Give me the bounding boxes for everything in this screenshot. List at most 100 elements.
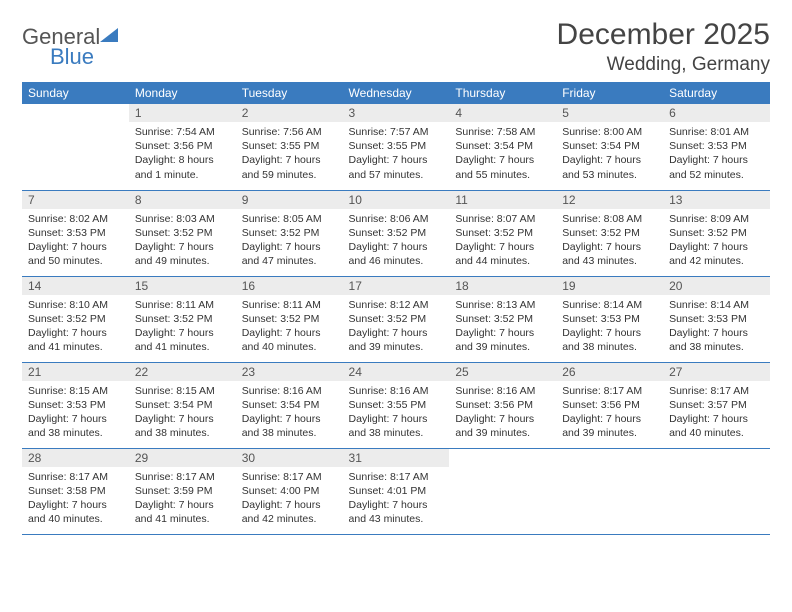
calendar-day-cell: 14Sunrise: 8:10 AMSunset: 3:52 PMDayligh… bbox=[22, 276, 129, 362]
day-details: Sunrise: 8:15 AMSunset: 3:54 PMDaylight:… bbox=[129, 381, 236, 445]
day-number: 3 bbox=[343, 104, 450, 122]
calendar-day-cell: 18Sunrise: 8:13 AMSunset: 3:52 PMDayligh… bbox=[449, 276, 556, 362]
calendar-day-cell: 8Sunrise: 8:03 AMSunset: 3:52 PMDaylight… bbox=[129, 190, 236, 276]
day-details: Sunrise: 8:11 AMSunset: 3:52 PMDaylight:… bbox=[129, 295, 236, 359]
day-number: 1 bbox=[129, 104, 236, 122]
day-number: 30 bbox=[236, 449, 343, 467]
day-number: 19 bbox=[556, 277, 663, 295]
calendar-day-cell: 1Sunrise: 7:54 AMSunset: 3:56 PMDaylight… bbox=[129, 104, 236, 190]
calendar-day-cell: 21Sunrise: 8:15 AMSunset: 3:53 PMDayligh… bbox=[22, 362, 129, 448]
day-number: 13 bbox=[663, 191, 770, 209]
calendar-day-cell bbox=[663, 448, 770, 534]
day-number: 25 bbox=[449, 363, 556, 381]
calendar-day-cell: 25Sunrise: 8:16 AMSunset: 3:56 PMDayligh… bbox=[449, 362, 556, 448]
day-number: 12 bbox=[556, 191, 663, 209]
weekday-header: Wednesday bbox=[343, 82, 450, 104]
day-details: Sunrise: 8:14 AMSunset: 3:53 PMDaylight:… bbox=[556, 295, 663, 359]
calendar-day-cell: 4Sunrise: 7:58 AMSunset: 3:54 PMDaylight… bbox=[449, 104, 556, 190]
day-details: Sunrise: 8:06 AMSunset: 3:52 PMDaylight:… bbox=[343, 209, 450, 273]
logo: General Blue bbox=[22, 18, 118, 70]
calendar-week-row: 14Sunrise: 8:10 AMSunset: 3:52 PMDayligh… bbox=[22, 276, 770, 362]
day-details: Sunrise: 8:11 AMSunset: 3:52 PMDaylight:… bbox=[236, 295, 343, 359]
day-details: Sunrise: 8:03 AMSunset: 3:52 PMDaylight:… bbox=[129, 209, 236, 273]
header: General Blue December 2025 Wedding, Germ… bbox=[22, 18, 770, 76]
calendar-day-cell: 10Sunrise: 8:06 AMSunset: 3:52 PMDayligh… bbox=[343, 190, 450, 276]
weekday-header: Thursday bbox=[449, 82, 556, 104]
calendar-day-cell bbox=[22, 104, 129, 190]
day-details: Sunrise: 7:56 AMSunset: 3:55 PMDaylight:… bbox=[236, 122, 343, 186]
calendar-table: SundayMondayTuesdayWednesdayThursdayFrid… bbox=[22, 82, 770, 535]
day-details: Sunrise: 8:08 AMSunset: 3:52 PMDaylight:… bbox=[556, 209, 663, 273]
day-number: 4 bbox=[449, 104, 556, 122]
day-number: 11 bbox=[449, 191, 556, 209]
day-number: 31 bbox=[343, 449, 450, 467]
day-number: 7 bbox=[22, 191, 129, 209]
calendar-week-row: 1Sunrise: 7:54 AMSunset: 3:56 PMDaylight… bbox=[22, 104, 770, 190]
title-block: December 2025 Wedding, Germany bbox=[557, 18, 770, 76]
calendar-day-cell bbox=[449, 448, 556, 534]
calendar-day-cell: 22Sunrise: 8:15 AMSunset: 3:54 PMDayligh… bbox=[129, 362, 236, 448]
day-details: Sunrise: 7:58 AMSunset: 3:54 PMDaylight:… bbox=[449, 122, 556, 186]
logo-word-blue: Blue bbox=[50, 44, 118, 70]
month-title: December 2025 bbox=[557, 18, 770, 52]
day-details: Sunrise: 8:02 AMSunset: 3:53 PMDaylight:… bbox=[22, 209, 129, 273]
day-details: Sunrise: 7:57 AMSunset: 3:55 PMDaylight:… bbox=[343, 122, 450, 186]
day-number: 15 bbox=[129, 277, 236, 295]
day-number: 9 bbox=[236, 191, 343, 209]
day-details: Sunrise: 8:17 AMSunset: 3:58 PMDaylight:… bbox=[22, 467, 129, 531]
calendar-day-cell: 27Sunrise: 8:17 AMSunset: 3:57 PMDayligh… bbox=[663, 362, 770, 448]
day-number: 23 bbox=[236, 363, 343, 381]
day-details: Sunrise: 8:01 AMSunset: 3:53 PMDaylight:… bbox=[663, 122, 770, 186]
calendar-day-cell: 6Sunrise: 8:01 AMSunset: 3:53 PMDaylight… bbox=[663, 104, 770, 190]
day-number: 26 bbox=[556, 363, 663, 381]
calendar-day-cell: 16Sunrise: 8:11 AMSunset: 3:52 PMDayligh… bbox=[236, 276, 343, 362]
day-details: Sunrise: 8:13 AMSunset: 3:52 PMDaylight:… bbox=[449, 295, 556, 359]
day-details: Sunrise: 8:10 AMSunset: 3:52 PMDaylight:… bbox=[22, 295, 129, 359]
calendar-day-cell: 7Sunrise: 8:02 AMSunset: 3:53 PMDaylight… bbox=[22, 190, 129, 276]
day-details: Sunrise: 8:17 AMSunset: 4:01 PMDaylight:… bbox=[343, 467, 450, 531]
calendar-day-cell: 19Sunrise: 8:14 AMSunset: 3:53 PMDayligh… bbox=[556, 276, 663, 362]
calendar-day-cell: 5Sunrise: 8:00 AMSunset: 3:54 PMDaylight… bbox=[556, 104, 663, 190]
calendar-day-cell: 12Sunrise: 8:08 AMSunset: 3:52 PMDayligh… bbox=[556, 190, 663, 276]
calendar-day-cell: 31Sunrise: 8:17 AMSunset: 4:01 PMDayligh… bbox=[343, 448, 450, 534]
calendar-day-cell: 11Sunrise: 8:07 AMSunset: 3:52 PMDayligh… bbox=[449, 190, 556, 276]
day-details: Sunrise: 8:17 AMSunset: 3:59 PMDaylight:… bbox=[129, 467, 236, 531]
weekday-header: Tuesday bbox=[236, 82, 343, 104]
day-number: 6 bbox=[663, 104, 770, 122]
calendar-day-cell: 29Sunrise: 8:17 AMSunset: 3:59 PMDayligh… bbox=[129, 448, 236, 534]
day-number: 20 bbox=[663, 277, 770, 295]
day-details: Sunrise: 7:54 AMSunset: 3:56 PMDaylight:… bbox=[129, 122, 236, 186]
day-number: 5 bbox=[556, 104, 663, 122]
calendar-week-row: 21Sunrise: 8:15 AMSunset: 3:53 PMDayligh… bbox=[22, 362, 770, 448]
day-details: Sunrise: 8:15 AMSunset: 3:53 PMDaylight:… bbox=[22, 381, 129, 445]
calendar-day-cell: 17Sunrise: 8:12 AMSunset: 3:52 PMDayligh… bbox=[343, 276, 450, 362]
day-number: 8 bbox=[129, 191, 236, 209]
day-number: 14 bbox=[22, 277, 129, 295]
calendar-day-cell: 23Sunrise: 8:16 AMSunset: 3:54 PMDayligh… bbox=[236, 362, 343, 448]
calendar-header-row: SundayMondayTuesdayWednesdayThursdayFrid… bbox=[22, 82, 770, 104]
calendar-day-cell: 24Sunrise: 8:16 AMSunset: 3:55 PMDayligh… bbox=[343, 362, 450, 448]
calendar-day-cell bbox=[556, 448, 663, 534]
calendar-day-cell: 30Sunrise: 8:17 AMSunset: 4:00 PMDayligh… bbox=[236, 448, 343, 534]
calendar-day-cell: 28Sunrise: 8:17 AMSunset: 3:58 PMDayligh… bbox=[22, 448, 129, 534]
calendar-day-cell: 2Sunrise: 7:56 AMSunset: 3:55 PMDaylight… bbox=[236, 104, 343, 190]
weekday-header: Monday bbox=[129, 82, 236, 104]
day-details: Sunrise: 8:09 AMSunset: 3:52 PMDaylight:… bbox=[663, 209, 770, 273]
weekday-header: Saturday bbox=[663, 82, 770, 104]
day-details: Sunrise: 8:00 AMSunset: 3:54 PMDaylight:… bbox=[556, 122, 663, 186]
calendar-body: 1Sunrise: 7:54 AMSunset: 3:56 PMDaylight… bbox=[22, 104, 770, 534]
calendar-day-cell: 9Sunrise: 8:05 AMSunset: 3:52 PMDaylight… bbox=[236, 190, 343, 276]
day-number: 10 bbox=[343, 191, 450, 209]
calendar-week-row: 7Sunrise: 8:02 AMSunset: 3:53 PMDaylight… bbox=[22, 190, 770, 276]
weekday-header: Friday bbox=[556, 82, 663, 104]
day-number: 2 bbox=[236, 104, 343, 122]
day-number: 16 bbox=[236, 277, 343, 295]
day-number: 22 bbox=[129, 363, 236, 381]
calendar-day-cell: 20Sunrise: 8:14 AMSunset: 3:53 PMDayligh… bbox=[663, 276, 770, 362]
day-details: Sunrise: 8:17 AMSunset: 3:56 PMDaylight:… bbox=[556, 381, 663, 445]
day-number: 21 bbox=[22, 363, 129, 381]
day-details: Sunrise: 8:16 AMSunset: 3:54 PMDaylight:… bbox=[236, 381, 343, 445]
day-details: Sunrise: 8:17 AMSunset: 3:57 PMDaylight:… bbox=[663, 381, 770, 445]
location: Wedding, Germany bbox=[557, 54, 770, 76]
day-number: 28 bbox=[22, 449, 129, 467]
